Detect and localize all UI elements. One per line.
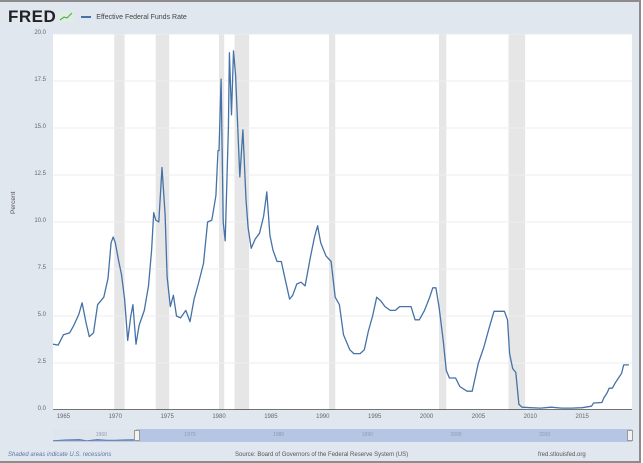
x-tick-label: 1975 xyxy=(160,414,174,420)
y-tick-label: 7.5 xyxy=(37,265,46,271)
x-tick-label: 1965 xyxy=(56,414,71,420)
x-tick-label: 1980 xyxy=(212,414,226,420)
y-tick-label: 2.5 xyxy=(37,359,46,365)
navigator-selected-range[interactable] xyxy=(136,429,632,442)
navigator-label: 2010 xyxy=(539,432,551,438)
series-line[interactable] xyxy=(53,50,629,409)
x-tick-label: 1985 xyxy=(264,414,278,420)
legend-swatch xyxy=(81,16,92,18)
site-link[interactable]: fred.stlouisfed.org xyxy=(538,452,586,458)
fred-logo[interactable]: FRED xyxy=(8,7,57,26)
x-tick-label: 2010 xyxy=(523,414,537,420)
x-tick-label: 2000 xyxy=(419,414,434,420)
navigator-right-handle[interactable] xyxy=(627,430,633,441)
navigator-label: 1990 xyxy=(361,432,373,438)
line-chart[interactable] xyxy=(53,34,632,410)
x-tick-label: 1990 xyxy=(316,414,330,420)
y-axis-label: Percent xyxy=(10,191,17,214)
recession-note: Shaded areas indicate U.S. recessions xyxy=(8,452,112,458)
y-tick-label: 15.0 xyxy=(34,124,46,130)
chart-header: FRED Effective Federal Funds Rate xyxy=(8,6,187,28)
range-navigator[interactable]: 1960 1970 1980 1990 2000 2010 xyxy=(53,429,633,442)
x-tick-label: 1995 xyxy=(367,414,382,420)
y-tick-label: 5.0 xyxy=(37,312,46,318)
navigator-left-handle[interactable] xyxy=(134,430,140,441)
plot-area[interactable] xyxy=(53,34,632,410)
y-tick-label: 10.0 xyxy=(34,218,46,224)
x-tick-label: 1970 xyxy=(108,414,122,420)
navigator-label: 1970 xyxy=(184,432,196,438)
y-tick-label: 17.5 xyxy=(34,77,46,83)
navigator-label: 1980 xyxy=(273,432,285,438)
x-tick-label: 2015 xyxy=(575,414,589,420)
y-tick-label: 12.5 xyxy=(34,171,46,177)
legend-label[interactable]: Effective Federal Funds Rate xyxy=(96,13,187,21)
navigator-label: 2000 xyxy=(450,432,462,438)
source-text: Source: Board of Governors of the Federa… xyxy=(235,452,409,458)
y-tick-label: 0.0 xyxy=(37,406,46,412)
y-tick-label: 20.0 xyxy=(34,30,46,36)
chart-line-icon xyxy=(59,12,74,22)
x-tick-label: 2005 xyxy=(471,414,486,420)
navigator-label: 1960 xyxy=(95,432,107,438)
